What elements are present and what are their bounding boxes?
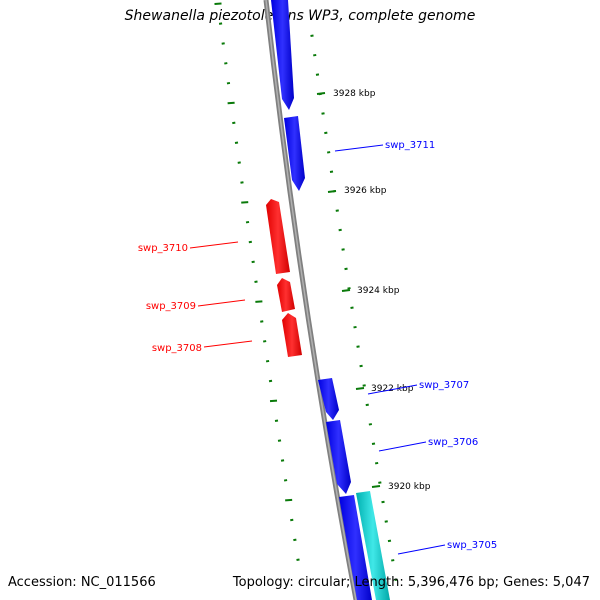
tick-label: 3924 kbp xyxy=(357,286,400,296)
gene-swp_3710-arrow[interactable] xyxy=(266,199,290,274)
gene-swp_3706-arrow[interactable] xyxy=(326,420,351,494)
tick-mark xyxy=(378,481,382,484)
tick-mark xyxy=(262,340,267,343)
tick-mark xyxy=(277,439,282,442)
tick-mark xyxy=(254,280,258,283)
tick-mark xyxy=(248,240,252,244)
tick-mark xyxy=(232,121,236,125)
tick-mark xyxy=(359,364,363,368)
tick-mark xyxy=(344,267,348,271)
gene-swp_3711-arrow[interactable] xyxy=(284,116,305,191)
tick-label: 3922 kbp xyxy=(371,384,414,394)
gene-swp_3708-arrow[interactable] xyxy=(282,313,302,357)
tick-mark xyxy=(384,520,388,523)
tick-mark xyxy=(324,131,328,135)
svg-text:swp_3711: swp_3711 xyxy=(385,140,435,151)
tick-mark xyxy=(240,181,244,184)
tick-mark xyxy=(285,498,293,502)
tick-mark xyxy=(283,479,288,482)
tick-mark xyxy=(313,53,317,57)
tick-mark xyxy=(234,141,239,144)
tick-3926: 3926 kbp xyxy=(327,186,387,196)
tick-label: 3926 kbp xyxy=(344,186,387,196)
map-title: Shewanella piezotolerans WP3, complete g… xyxy=(124,8,476,24)
tick-mark xyxy=(329,170,334,173)
tick-mark xyxy=(251,260,255,264)
tick-mark xyxy=(218,22,223,25)
label-swp_3711[interactable]: swp_3711 xyxy=(334,140,435,152)
tick-mark xyxy=(214,2,222,5)
label-swp_3707[interactable]: swp_3707 xyxy=(367,380,469,395)
tick-mark xyxy=(391,559,395,562)
tick-mark xyxy=(260,320,264,323)
tick-label: 3920 kbp xyxy=(388,482,431,492)
accession-text: Accession: NC_011566 xyxy=(8,575,156,590)
gene-swp_3712-arrow[interactable] xyxy=(271,0,294,110)
tick-mark xyxy=(227,101,235,105)
tick-mark xyxy=(347,287,351,290)
svg-text:swp_3706: swp_3706 xyxy=(428,437,478,448)
tick-mark xyxy=(221,42,225,45)
gene-swp_3704-rna[interactable] xyxy=(356,491,390,600)
label-swp_3705[interactable]: swp_3705 xyxy=(397,540,497,555)
tick-mark xyxy=(274,419,279,422)
tick-mark xyxy=(353,325,357,329)
tick-mark xyxy=(226,81,231,85)
label-swp_3709[interactable]: swp_3709 xyxy=(146,299,246,312)
gene-swp_3705-arrow[interactable] xyxy=(339,495,372,600)
svg-text:swp_3709: swp_3709 xyxy=(146,301,196,312)
tick-mark xyxy=(371,442,376,445)
tick-mark xyxy=(365,403,369,407)
tick-mark xyxy=(387,539,392,543)
tick-mark xyxy=(245,220,250,224)
tick-mark xyxy=(310,34,314,37)
tick-mark xyxy=(381,500,385,504)
tick-mark xyxy=(265,359,270,363)
tick-mark xyxy=(290,518,294,522)
tick-3924: 3924 kbp xyxy=(341,286,400,296)
label-swp_3708[interactable]: swp_3708 xyxy=(152,340,253,354)
tick-mark xyxy=(255,300,263,303)
tick-3928: 3928 kbp xyxy=(316,89,376,99)
tick-mark xyxy=(280,459,285,462)
tick-mark xyxy=(268,379,273,383)
tick-3922: 3922 kbp xyxy=(355,384,414,394)
tick-label: 3928 kbp xyxy=(333,89,376,99)
tick-mark xyxy=(350,306,354,309)
tick-mark xyxy=(338,228,342,232)
tick-3920: 3920 kbp xyxy=(371,482,431,492)
gene-swp_3707-arrow[interactable] xyxy=(318,378,339,420)
tick-mark xyxy=(335,209,339,212)
tick-mark xyxy=(374,461,379,465)
gene-swp_3709-arrow[interactable] xyxy=(277,278,295,312)
label-swp_3706[interactable]: swp_3706 xyxy=(378,437,478,452)
label-swp_3710[interactable]: swp_3710 xyxy=(138,241,239,254)
tick-mark xyxy=(341,248,345,251)
inner-tick-row xyxy=(214,2,300,561)
tick-mark xyxy=(362,384,366,387)
tick-mark xyxy=(241,201,249,204)
svg-text:swp_3705: swp_3705 xyxy=(447,540,497,551)
tick-mark xyxy=(315,73,320,76)
tick-mark xyxy=(321,112,325,115)
tick-mark xyxy=(368,423,373,426)
genome-summary-text: Topology: circular; Length: 5,396,476 bp… xyxy=(232,575,590,590)
svg-text:swp_3710: swp_3710 xyxy=(138,243,188,254)
svg-text:swp_3708: swp_3708 xyxy=(152,343,202,354)
tick-mark xyxy=(237,161,241,164)
tick-mark xyxy=(269,399,278,403)
tick-mark xyxy=(224,62,228,65)
tick-mark xyxy=(293,538,297,542)
tick-mark xyxy=(326,151,331,154)
svg-text:swp_3707: swp_3707 xyxy=(419,380,469,391)
tick-mark xyxy=(356,345,360,348)
tick-mark xyxy=(296,558,300,561)
tick-mark xyxy=(394,578,398,581)
